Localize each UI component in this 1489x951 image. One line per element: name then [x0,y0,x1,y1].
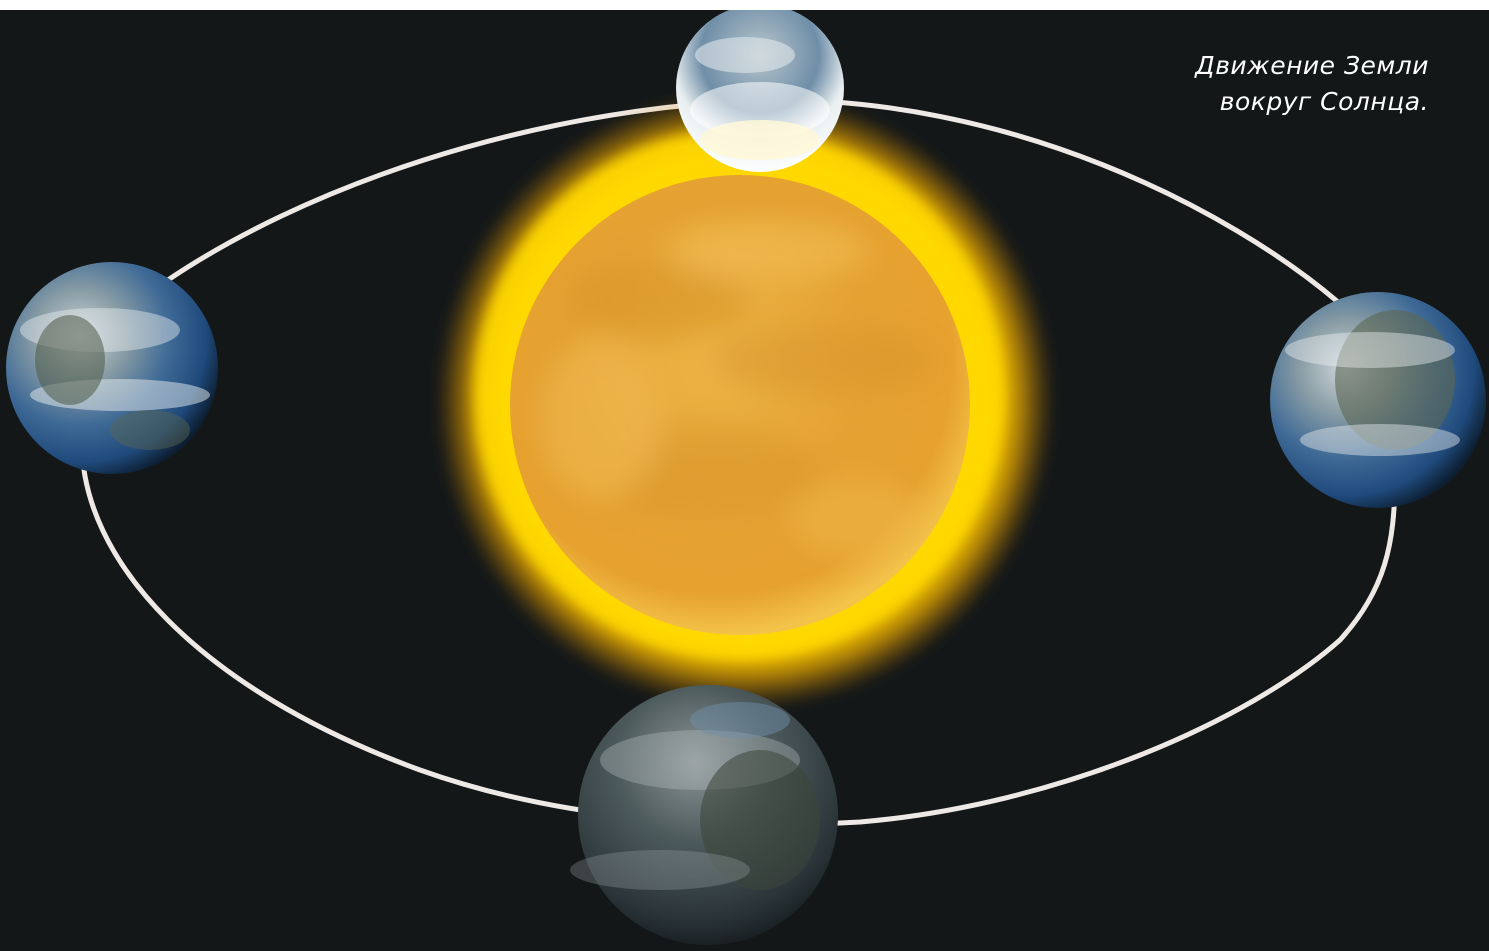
caption-line-1: Движение Земли [1195,51,1429,80]
earth-icon [1270,292,1486,508]
sun-icon [435,90,1055,710]
earth-icon [676,10,844,172]
diagram-canvas [6,10,1486,945]
earth-orbit-diagram: Движение Земли вокруг Солнца. [0,10,1489,951]
diagram-caption: Движение Земли вокруг Солнца. [1195,48,1429,120]
earth-icon [570,685,838,945]
earth-icon [6,262,218,474]
caption-line-2: вокруг Солнца. [1219,87,1429,116]
